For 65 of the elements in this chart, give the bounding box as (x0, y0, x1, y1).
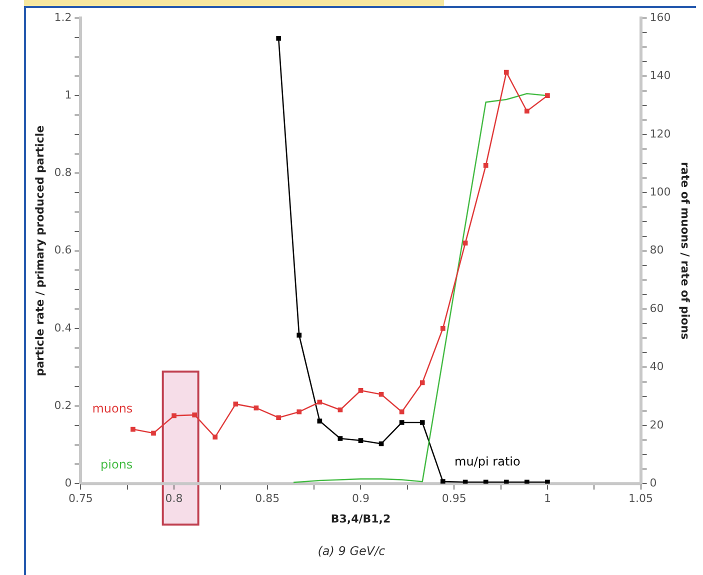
point (504, 70, 509, 75)
point (483, 163, 488, 168)
y-tick-label: 1.2 (54, 10, 72, 24)
point (172, 413, 176, 418)
x-tick-label: 0.75 (68, 492, 93, 506)
point (440, 326, 446, 331)
point (276, 36, 282, 41)
point (233, 402, 238, 406)
x-tick-label: 0.85 (255, 492, 280, 506)
point (420, 380, 425, 386)
point (524, 480, 530, 484)
text: pions (100, 458, 133, 472)
series-label: mu/pi ratio (454, 454, 520, 468)
point (440, 479, 446, 484)
point (545, 480, 550, 484)
y2-tick-label: 0 (650, 476, 657, 490)
point (504, 480, 509, 484)
y-tick-label: 0.6 (54, 244, 72, 257)
y-tick-label: 0.8 (54, 166, 72, 180)
y2-tick-label: 40 (650, 360, 664, 374)
point (212, 434, 218, 440)
point (399, 409, 404, 414)
x-tick-label: 0.9 (352, 492, 370, 506)
y-axis-title: particle rate / primary produced particle (33, 125, 46, 376)
point (151, 430, 156, 436)
y2-tick-label: 120 (650, 127, 671, 140)
y2-tick-label: 20 (650, 418, 664, 432)
y-tick-label: 0 (64, 476, 72, 490)
point (399, 420, 404, 425)
point (378, 392, 384, 397)
point (462, 240, 468, 246)
y2-axis-title: rate of muons / rate of pions (678, 162, 692, 340)
point (192, 412, 197, 418)
point (358, 438, 364, 443)
point (524, 108, 530, 114)
y-tick-label: 1 (64, 88, 72, 102)
y-tick-label: 0.2 (54, 398, 72, 412)
y2-tick-label: 140 (650, 69, 671, 82)
y2-tick-label: 60 (650, 302, 664, 315)
x-axis-title: B3,4/B1,2 (330, 512, 391, 526)
point (276, 415, 282, 420)
point (130, 426, 136, 432)
y-tick-label: 0.4 (54, 321, 72, 334)
x-tick-label: 0.8 (165, 492, 183, 506)
point (338, 407, 343, 412)
point (254, 406, 259, 410)
y2-tick-label: 100 (650, 185, 671, 198)
point (358, 388, 364, 393)
point (378, 441, 384, 446)
y2-tick-label: 80 (650, 244, 664, 257)
point (420, 420, 425, 425)
x-tick-label: 1.05 (628, 492, 654, 506)
point (462, 480, 468, 484)
x-tick-label: 0.95 (442, 492, 466, 506)
point (296, 409, 302, 414)
point (317, 400, 322, 405)
point (483, 480, 488, 484)
text: (a) 9 GeV/c (316, 544, 386, 558)
point (545, 93, 550, 98)
x-tick-label: 1 (544, 492, 551, 506)
y2-tick-label: 160 (650, 10, 671, 24)
point (296, 332, 302, 338)
point (338, 436, 343, 441)
series-label: muons (92, 401, 133, 416)
point (317, 418, 322, 424)
